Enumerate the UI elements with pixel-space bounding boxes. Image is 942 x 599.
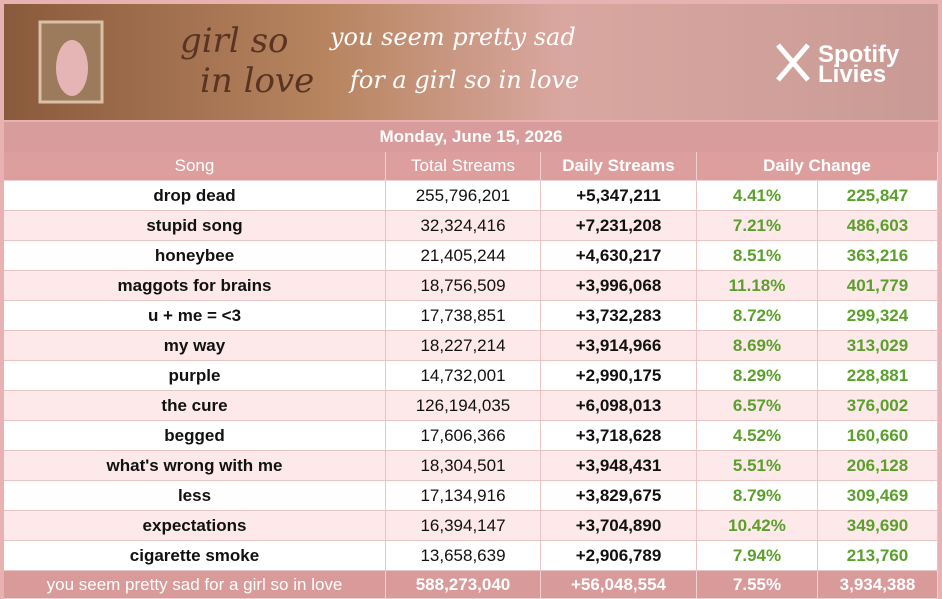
table-cell: +4,630,217 xyxy=(541,241,697,271)
table-cell: +3,914,966 xyxy=(541,331,697,361)
table-cell: purple xyxy=(4,361,386,391)
table-cell: 401,779 xyxy=(818,271,938,301)
table-cell: 18,756,509 xyxy=(386,271,541,301)
table-cell: +3,704,890 xyxy=(541,511,697,541)
table-cell: less xyxy=(4,481,386,511)
table-cell: +2,990,175 xyxy=(541,361,697,391)
banner-background xyxy=(4,4,938,120)
table-cell: 7.21% xyxy=(697,211,818,241)
table-cell: 8.51% xyxy=(697,241,818,271)
table-cell: 17,738,851 xyxy=(386,301,541,331)
table-cell: 225,847 xyxy=(818,181,938,211)
script-text: for a girl so in love xyxy=(348,66,579,94)
table-cell: my way xyxy=(4,331,386,361)
table-cell: 8.29% xyxy=(697,361,818,391)
table-cell: 17,606,366 xyxy=(386,421,541,451)
table-cell: 8.69% xyxy=(697,331,818,361)
table-cell: honeybee xyxy=(4,241,386,271)
table-cell: what's wrong with me xyxy=(4,451,386,481)
table-cell: 6.57% xyxy=(697,391,818,421)
carved-text: in love xyxy=(200,61,314,101)
table-cell: 14,732,001 xyxy=(386,361,541,391)
table-cell: +2,906,789 xyxy=(541,541,697,571)
table-cell: 21,405,244 xyxy=(386,241,541,271)
table-cell: 18,304,501 xyxy=(386,451,541,481)
table-cell: 10.42% xyxy=(697,511,818,541)
table-cell: 160,660 xyxy=(818,421,938,451)
footer-cell: +56,048,554 xyxy=(541,571,697,599)
table-cell: 213,760 xyxy=(818,541,938,571)
footer-cell: 3,934,388 xyxy=(818,571,938,599)
table-cell: u + me = <3 xyxy=(4,301,386,331)
table-cell: +3,732,283 xyxy=(541,301,697,331)
table-cell: 363,216 xyxy=(818,241,938,271)
table-cell: begged xyxy=(4,421,386,451)
table-cell: 255,796,201 xyxy=(386,181,541,211)
table-cell: 313,029 xyxy=(818,331,938,361)
table-cell: +3,829,675 xyxy=(541,481,697,511)
logo-icon xyxy=(776,43,810,82)
table-cell: drop dead xyxy=(4,181,386,211)
table-cell: 299,324 xyxy=(818,301,938,331)
table-cell: maggots for brains xyxy=(4,271,386,301)
table-cell: 18,227,214 xyxy=(386,331,541,361)
table-cell: cigarette smoke xyxy=(4,541,386,571)
footer-cell: 588,273,040 xyxy=(386,571,541,599)
carved-text: girl so xyxy=(180,21,289,61)
table-cell: 349,690 xyxy=(818,511,938,541)
date: Monday, June 15, 2026 xyxy=(4,122,938,152)
table-cell: +3,718,628 xyxy=(541,421,697,451)
table-cell: the cure xyxy=(4,391,386,421)
column-header: Daily Change xyxy=(697,152,938,181)
table-cell: stupid song xyxy=(4,211,386,241)
table-cell: 8.79% xyxy=(697,481,818,511)
table-cell: 376,002 xyxy=(818,391,938,421)
table-cell: 126,194,035 xyxy=(386,391,541,421)
table-cell: +3,948,431 xyxy=(541,451,697,481)
logo-text: Livies xyxy=(818,61,886,88)
photo-figure xyxy=(56,40,88,96)
table-cell: 486,603 xyxy=(818,211,938,241)
script-text: you seem pretty sad xyxy=(329,23,576,51)
column-header: Total Streams xyxy=(386,152,541,181)
table-cell: 206,128 xyxy=(818,451,938,481)
table-cell: +6,098,013 xyxy=(541,391,697,421)
table-cell: 4.52% xyxy=(697,421,818,451)
table-cell: 11.18% xyxy=(697,271,818,301)
column-header: Daily Streams xyxy=(541,152,697,181)
banner: girl so in love you seem pretty sad for … xyxy=(4,4,938,120)
table-cell: expectations xyxy=(4,511,386,541)
table-cell: 8.72% xyxy=(697,301,818,331)
table-cell: 32,324,416 xyxy=(386,211,541,241)
table-cell: 4.41% xyxy=(697,181,818,211)
table-cell: 5.51% xyxy=(697,451,818,481)
table-cell: 13,658,639 xyxy=(386,541,541,571)
table-cell: 228,881 xyxy=(818,361,938,391)
table-cell: 16,394,147 xyxy=(386,511,541,541)
table-cell: 309,469 xyxy=(818,481,938,511)
table-cell: +7,231,208 xyxy=(541,211,697,241)
logo-text: Spotify xyxy=(818,41,900,68)
footer-cell: 7.55% xyxy=(697,571,818,599)
table-cell: 7.94% xyxy=(697,541,818,571)
table-cell: +3,996,068 xyxy=(541,271,697,301)
table-cell: +5,347,211 xyxy=(541,181,697,211)
table-cell: 17,134,916 xyxy=(386,481,541,511)
footer-cell: you seem pretty sad for a girl so in lov… xyxy=(4,571,386,599)
column-header: Song xyxy=(4,152,386,181)
